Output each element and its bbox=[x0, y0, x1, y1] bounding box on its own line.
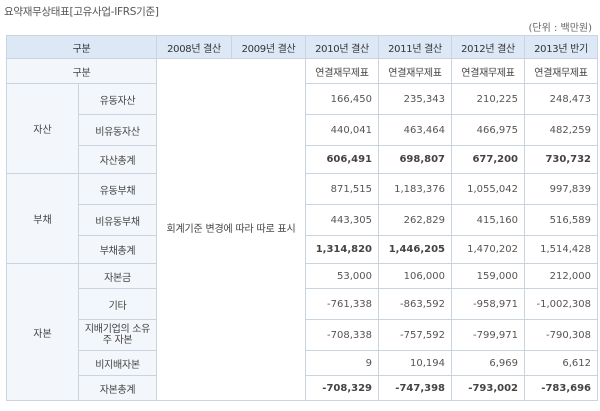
table-row: 부채 유동부채 871,515 1,183,376 1,055,042 997,839 bbox=[6, 173, 598, 264]
table-row: 자본 자본금 53,000 106,000 159,000 212,000 bbox=[6, 263, 598, 401]
statement-type: 연결재무제표 bbox=[524, 58, 598, 84]
header-period: 2010년 결산 bbox=[305, 35, 379, 59]
subheader-label: 구분 bbox=[6, 58, 157, 84]
item-label: 비유동부채 bbox=[78, 204, 157, 236]
value-cell: -863,592 bbox=[378, 288, 452, 320]
accounting-change-note: 회계기준 변경에 따라 따로 표시 bbox=[156, 58, 306, 401]
balance-sheet-table: 구분 2008년 결산 2009년 결산 2010년 결산 2011년 결산 2… bbox=[6, 35, 598, 401]
item-label: 비지배자본 bbox=[78, 350, 157, 376]
header-period: 2008년 결산 bbox=[156, 35, 232, 59]
table-row: 자산총계 606,491 698,807 677,200 730,732 bbox=[7, 145, 598, 174]
value-cell: 212,000 bbox=[524, 263, 598, 289]
value-cell: 677,200 bbox=[451, 145, 525, 174]
value-cell: -783,696 bbox=[524, 375, 598, 401]
page-title: 요약재무상태표[고유사업-IFRS기준] bbox=[4, 6, 159, 18]
item-label: 유동부채 bbox=[78, 173, 157, 205]
value-cell: 9 bbox=[305, 350, 379, 376]
value-cell: -757,592 bbox=[378, 319, 452, 351]
value-cell: 10,194 bbox=[378, 350, 452, 376]
value-cell: 516,589 bbox=[524, 204, 598, 236]
statement-type: 연결재무제표 bbox=[451, 58, 525, 84]
value-cell: 1,183,376 bbox=[378, 173, 452, 205]
group-label: 자본 bbox=[6, 263, 79, 401]
value-cell: 248,473 bbox=[524, 83, 598, 115]
value-cell: 871,515 bbox=[305, 173, 379, 205]
item-label: 기타 bbox=[78, 288, 157, 320]
table-row: 비지배자본 9 10,194 6,969 6,612 bbox=[7, 350, 598, 376]
value-cell: 1,055,042 bbox=[451, 173, 525, 205]
value-cell: -793,002 bbox=[451, 375, 525, 401]
table-row: 지배기업의 소유주 자본 -708,338 -757,592 -799,971 -790… bbox=[7, 319, 598, 351]
value-cell: 6,969 bbox=[451, 350, 525, 376]
value-cell: 53,000 bbox=[305, 263, 379, 289]
value-cell: -761,338 bbox=[305, 288, 379, 320]
value-cell: -708,338 bbox=[305, 319, 379, 351]
subheader-row: 구분 회계기준 변경에 따라 따로 표시 연결재무제표 연결재무제표 연결재무제표 연결재… bbox=[6, 58, 598, 401]
header-gubun: 구분 bbox=[6, 35, 157, 59]
value-cell: 1,470,202 bbox=[451, 235, 525, 264]
value-cell: 730,732 bbox=[524, 145, 598, 174]
value-cell: 1,514,428 bbox=[524, 235, 598, 264]
value-cell: -708,329 bbox=[305, 375, 379, 401]
value-cell: 262,829 bbox=[378, 204, 452, 236]
header-period: 2011년 결산 bbox=[378, 35, 452, 59]
value-cell: -958,971 bbox=[451, 288, 525, 320]
table-row: 자산 유동자산 166,450 235,343 210,225 248,473 bbox=[6, 83, 598, 174]
header-period: 2012년 결산 bbox=[451, 35, 525, 59]
value-cell: 482,259 bbox=[524, 114, 598, 146]
item-label: 지배기업의 소유주 자본 bbox=[78, 319, 157, 351]
value-cell: 440,041 bbox=[305, 114, 379, 146]
unit-label: (단위 : 백만원) bbox=[528, 23, 592, 34]
item-label: 자산총계 bbox=[78, 145, 157, 174]
value-cell: 997,839 bbox=[524, 173, 598, 205]
item-label: 자본금 bbox=[78, 263, 157, 289]
value-cell: 463,464 bbox=[378, 114, 452, 146]
value-cell: 210,225 bbox=[451, 83, 525, 115]
header-period: 2013년 반기 bbox=[524, 35, 598, 59]
table-row: 부채총계 1,314,820 1,446,205 1,470,202 1,514,428 bbox=[7, 235, 598, 264]
value-cell: 159,000 bbox=[451, 263, 525, 289]
value-cell: -790,308 bbox=[524, 319, 598, 351]
item-label: 유동자산 bbox=[78, 83, 157, 115]
value-cell: -799,971 bbox=[451, 319, 525, 351]
value-cell: 106,000 bbox=[378, 263, 452, 289]
value-cell: 606,491 bbox=[305, 145, 379, 174]
item-label: 비유동자산 bbox=[78, 114, 157, 146]
value-cell: 415,160 bbox=[451, 204, 525, 236]
value-cell: 1,314,820 bbox=[305, 235, 379, 264]
value-cell: -1,002,308 bbox=[524, 288, 598, 320]
table-row: 자본총계 -708,329 -747,398 -793,002 -783,696 bbox=[7, 375, 598, 401]
group-label: 부채 bbox=[6, 173, 79, 264]
value-cell: 698,807 bbox=[378, 145, 452, 174]
value-cell: -747,398 bbox=[378, 375, 452, 401]
header-period: 2009년 결산 bbox=[231, 35, 306, 59]
header-row: 구분 2008년 결산 2009년 결산 2010년 결산 2011년 결산 2… bbox=[6, 35, 598, 59]
statement-type: 연결재무제표 bbox=[305, 58, 379, 84]
statement-type: 연결재무제표 bbox=[378, 58, 452, 84]
value-cell: 6,612 bbox=[524, 350, 598, 376]
value-cell: 166,450 bbox=[305, 83, 379, 115]
value-cell: 466,975 bbox=[451, 114, 525, 146]
group-label: 자산 bbox=[6, 83, 79, 174]
value-cell: 1,446,205 bbox=[378, 235, 452, 264]
value-cell: 235,343 bbox=[378, 83, 452, 115]
item-label: 부채총계 bbox=[78, 235, 157, 264]
item-label: 자본총계 bbox=[78, 375, 157, 401]
value-cell: 443,305 bbox=[305, 204, 379, 236]
